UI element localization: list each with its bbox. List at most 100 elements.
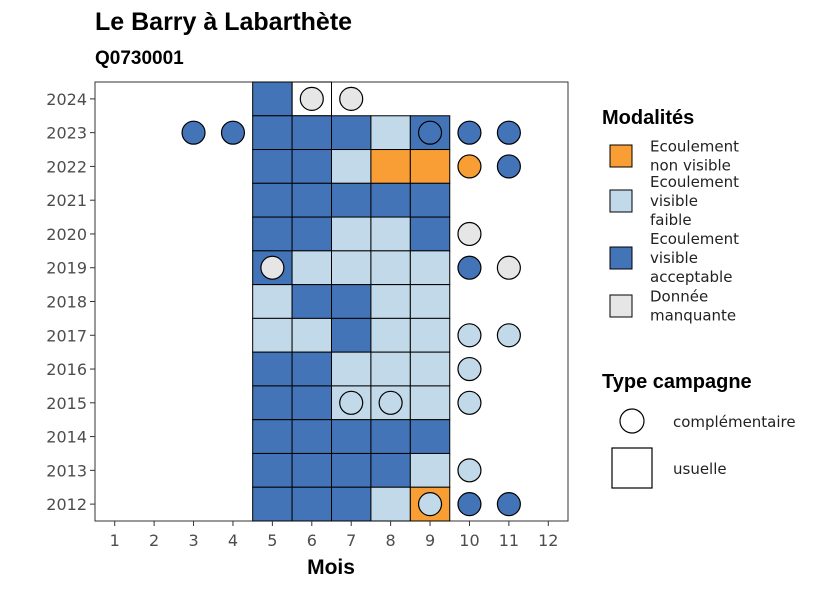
usuelle-cell-2020-6 xyxy=(291,216,332,252)
complementaire-point-2019-5 xyxy=(260,255,285,280)
usuelle-cell-2019-9 xyxy=(409,250,451,286)
usuelle-cell-2023-7 xyxy=(331,115,372,151)
x-tick-label: 8 xyxy=(386,531,396,550)
usuelle-cell-2016-8 xyxy=(370,351,411,387)
usuelle-cell-2015-5 xyxy=(252,385,293,421)
legend-key-faible xyxy=(609,189,633,213)
legend-modalites-title: Modalités xyxy=(602,107,694,129)
y-tick-label: 2012 xyxy=(46,495,87,514)
x-tick-label: 9 xyxy=(425,531,435,550)
y-tick-label: 2024 xyxy=(46,90,87,109)
x-axis-title: Mois xyxy=(307,556,355,579)
usuelle-cell-2022-5 xyxy=(252,149,293,184)
legend-label-line: manquante xyxy=(650,307,736,325)
x-tick-label: 2 xyxy=(149,531,159,550)
usuelle-cell-2024-5 xyxy=(252,81,293,117)
usuelle-cell-2023-5 xyxy=(252,115,293,151)
legend-key-non_visible xyxy=(609,144,633,168)
complementaire-point-2017-10 xyxy=(457,323,482,348)
legend-campagne-title: Type campagne xyxy=(602,371,752,393)
complementaire-point-2015-7 xyxy=(339,390,364,415)
usuelle-cell-2019-6 xyxy=(291,250,332,286)
y-tick-label: 2021 xyxy=(46,191,87,210)
usuelle-cell-2013-9 xyxy=(409,452,451,488)
usuelle-cell-2013-8 xyxy=(370,452,411,488)
complementaire-point-2012-10 xyxy=(457,492,482,517)
usuelle-cell-2015-6 xyxy=(291,385,332,421)
y-tick-label: 2022 xyxy=(46,157,87,176)
legend-label-line: non visible xyxy=(650,157,731,175)
legend-campagne: Type campagne complémentaire usuelle xyxy=(602,371,796,489)
legend-key-acceptable xyxy=(609,246,633,270)
usuelle-cell-2016-7 xyxy=(331,351,372,387)
x-tick-label: 12 xyxy=(538,531,558,550)
usuelle-cell-2018-9 xyxy=(409,284,451,319)
usuelle-cell-2018-6 xyxy=(291,284,332,319)
usuelle-cell-2014-6 xyxy=(291,419,332,454)
usuelle-cell-2022-7 xyxy=(331,149,372,184)
usuelle-cell-2013-5 xyxy=(252,452,293,488)
usuelle-cell-2022-6 xyxy=(291,149,332,184)
usuelle-cell-2019-8 xyxy=(370,250,411,286)
y-tick-label: 2020 xyxy=(46,225,87,244)
legend-label-acceptable: Ecoulement visible acceptable xyxy=(650,230,739,286)
usuelle-cell-2012-6 xyxy=(291,486,332,522)
usuelle-cell-2013-7 xyxy=(331,452,372,488)
complementaire-point-2023-11 xyxy=(496,120,521,145)
x-tick-label: 4 xyxy=(228,531,238,550)
x-tick-label: 11 xyxy=(499,531,519,550)
complementaire-point-2023-4 xyxy=(220,120,246,145)
usuelle-cell-2018-8 xyxy=(370,284,411,319)
usuelle-cell-2016-6 xyxy=(291,351,332,387)
usuelle-cell-2017-7 xyxy=(331,317,372,353)
usuelle-cell-2021-9 xyxy=(409,182,451,218)
complementaire-point-2017-11 xyxy=(496,323,521,348)
usuelle-cell-2014-5 xyxy=(252,419,293,454)
complementaire-point-2023-10 xyxy=(457,120,482,145)
legend-label-line: faible xyxy=(650,211,692,229)
legend-label-line: Ecoulement xyxy=(650,230,739,248)
complementaire-point-2015-10 xyxy=(457,390,482,415)
legend-modalites: Modalités Ecoulement non visibleEcoulemen… xyxy=(602,107,739,325)
y-tick-label: 2017 xyxy=(46,326,87,345)
legend-label-line: Ecoulement xyxy=(650,138,739,156)
complementaire-point-2015-8 xyxy=(378,390,403,415)
chart-subtitle: Q0730001 xyxy=(95,48,184,69)
complementaire-point-2012-9 xyxy=(417,492,443,517)
complementaire-point-2022-10 xyxy=(457,154,482,179)
usuelle-cell-2019-7 xyxy=(331,250,372,286)
complementaire-points xyxy=(181,86,521,517)
usuelle-cell-2020-7 xyxy=(331,216,372,252)
legend-label-faible: Ecoulement visible faible xyxy=(650,173,739,229)
usuelle-cell-2017-9 xyxy=(409,317,451,353)
y-tick-label: 2014 xyxy=(46,428,87,447)
legend-label-campagne: usuelle xyxy=(673,460,727,478)
usuelle-cell-2014-8 xyxy=(370,419,411,454)
usuelle-cell-2013-6 xyxy=(291,452,332,488)
usuelle-cell-2017-5 xyxy=(252,317,293,353)
legend-label-line: Donnée xyxy=(650,288,708,306)
complementaire-point-2012-11 xyxy=(496,492,521,517)
chart-title: Le Barry à Labarthète xyxy=(95,8,352,36)
complementaire-point-2022-11 xyxy=(496,154,521,179)
usuelle-cell-2020-5 xyxy=(252,216,293,252)
usuelle-cell-2022-8 xyxy=(370,149,411,184)
usuelle-cell-2020-9 xyxy=(409,216,451,252)
legend-label-manquante: Donnée manquante xyxy=(650,288,736,325)
complementaire-point-2020-10 xyxy=(457,221,482,247)
usuelle-cell-2021-6 xyxy=(291,182,332,218)
x-tick-label: 1 xyxy=(110,531,120,550)
complementaire-point-2023-9 xyxy=(417,120,443,145)
complementaire-point-2013-10 xyxy=(457,458,482,483)
legend-key-manquante xyxy=(609,294,633,318)
complementaire-point-2023-3 xyxy=(181,120,206,145)
legend-label-line: visible xyxy=(650,249,698,267)
complementaire-point-2024-7 xyxy=(339,86,364,111)
usuelle-cell-2017-6 xyxy=(291,317,332,353)
x-tick-label: 10 xyxy=(459,531,479,550)
legend-key-complementaire xyxy=(619,408,645,434)
usuelle-cell-2023-6 xyxy=(291,115,332,151)
y-tick-label: 2018 xyxy=(46,293,87,312)
usuelle-cell-2021-5 xyxy=(252,182,293,218)
